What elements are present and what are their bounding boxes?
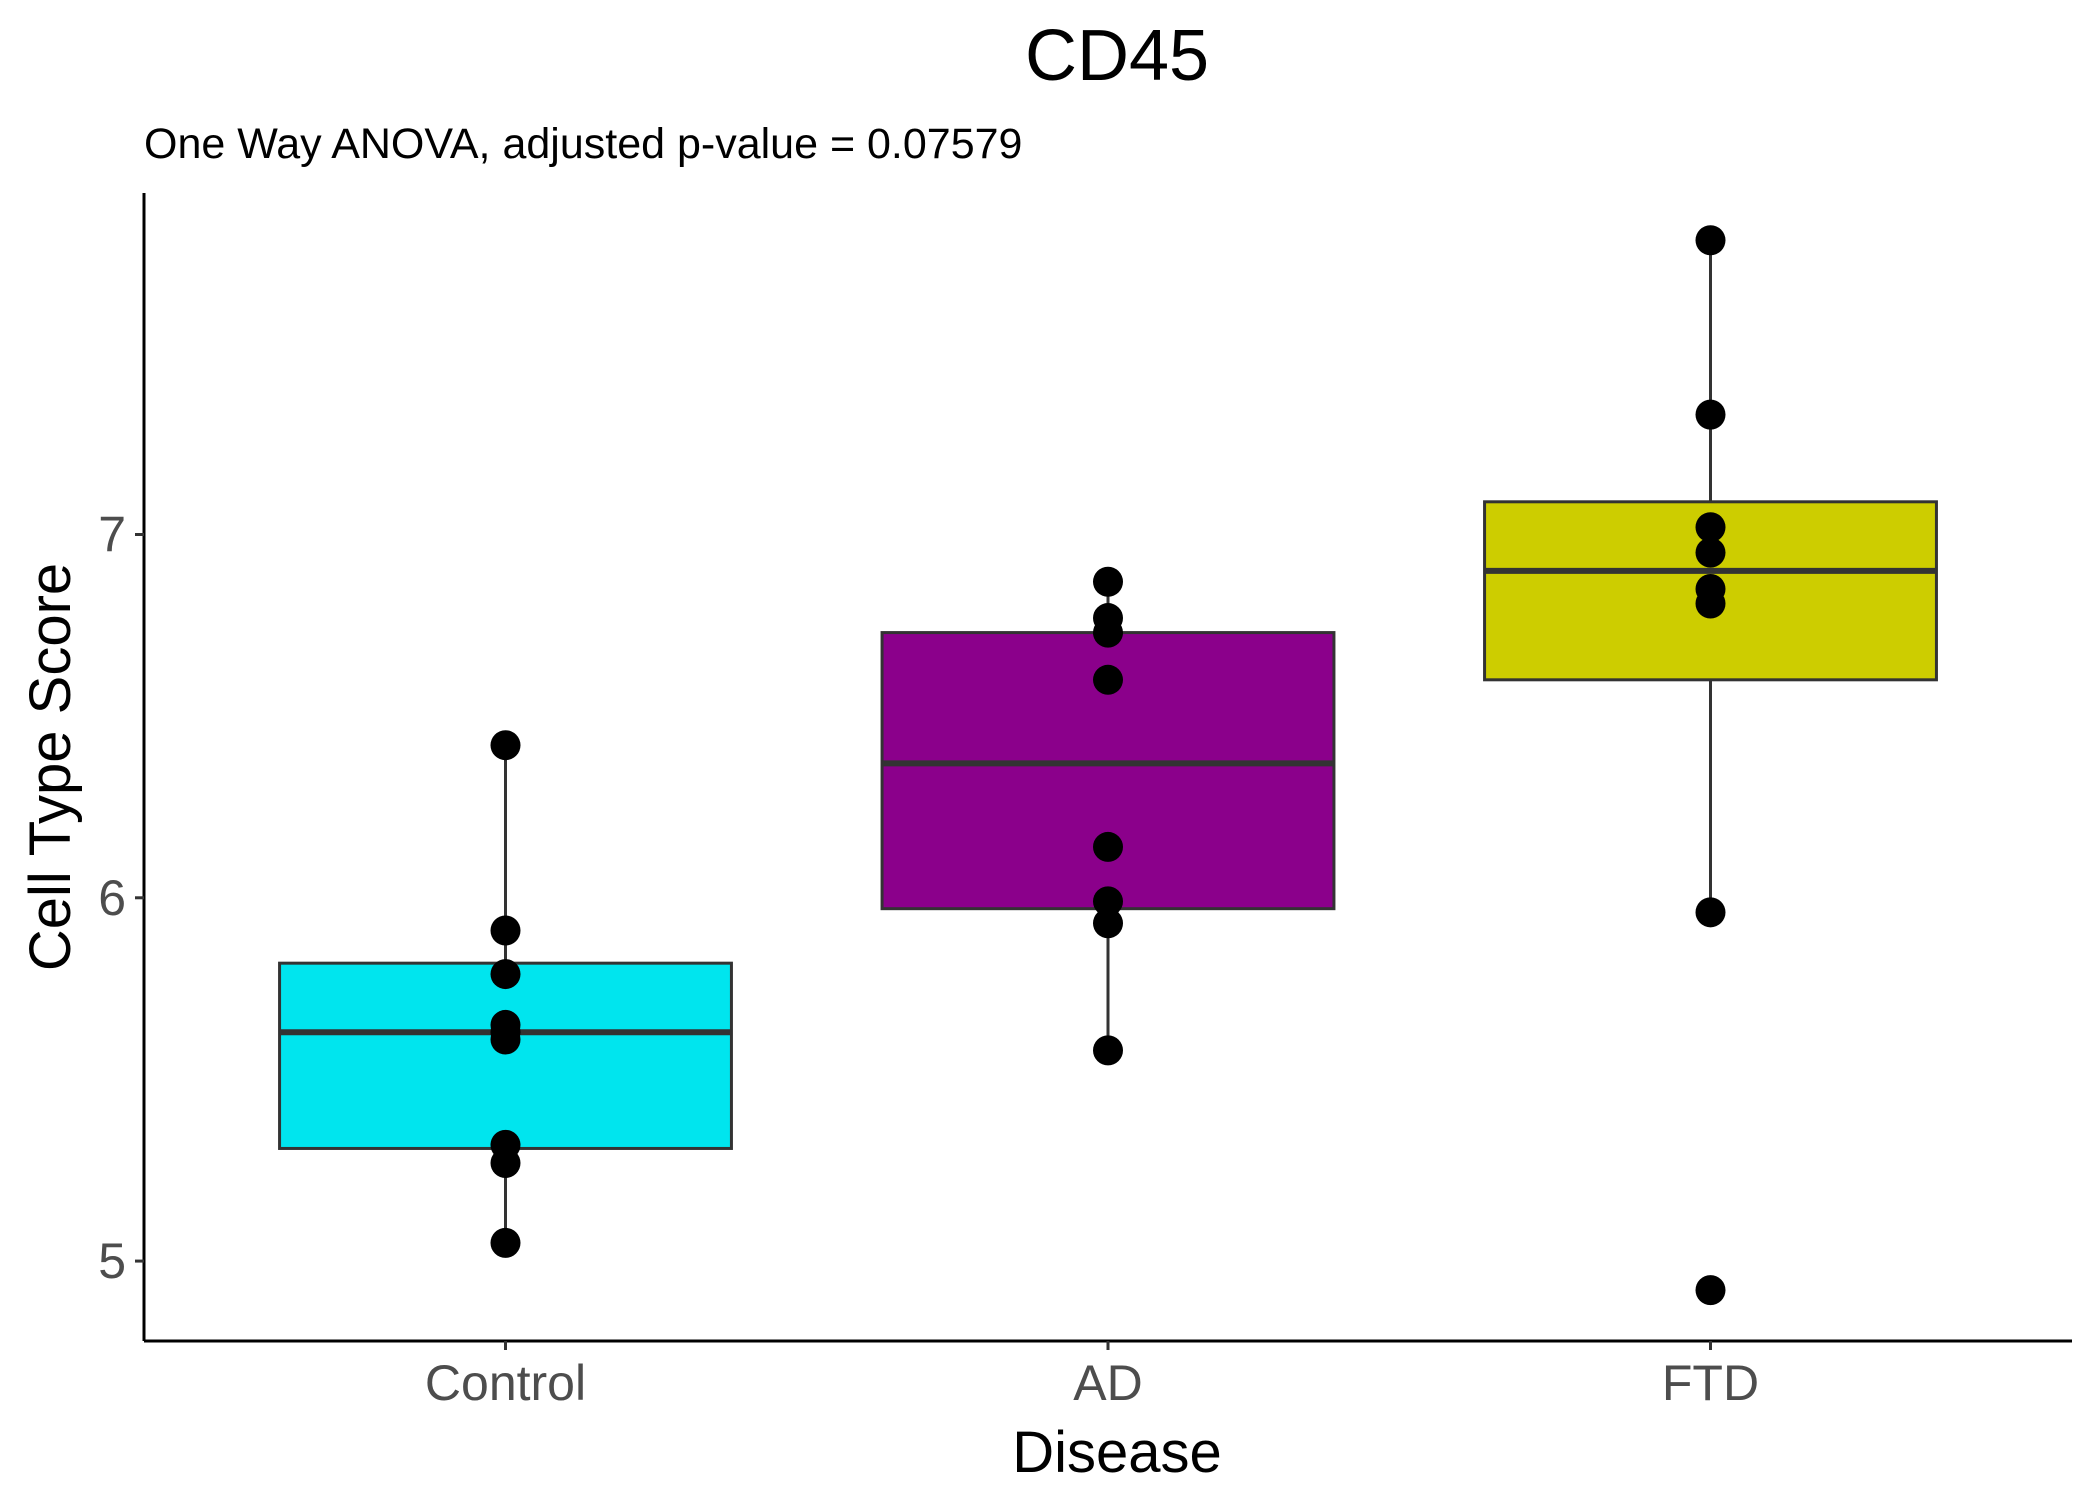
plot-area	[278, 225, 1938, 1306]
data-point	[1695, 897, 1726, 928]
x-tick-label-ftd: FTD	[1662, 1355, 1759, 1411]
x-axis-title: Disease	[1012, 1420, 1222, 1485]
data-point	[1093, 831, 1123, 862]
chart-title: CD45	[1025, 16, 1209, 96]
x-tick-label-ad: AD	[1073, 1355, 1142, 1411]
x-tick-label-control: Control	[425, 1355, 586, 1411]
box-group-ftd	[1483, 225, 1938, 1306]
data-point	[1695, 1275, 1726, 1306]
y-axis-ticks: 5 6 7	[98, 506, 144, 1289]
data-point	[490, 730, 521, 761]
y-tick-label: 5	[98, 1233, 126, 1289]
box-control	[278, 961, 733, 1150]
x-axis-ticks: Control AD FTD	[425, 1341, 1759, 1411]
box-group-ad	[880, 566, 1336, 1066]
data-point	[1093, 886, 1123, 917]
data-point	[490, 959, 521, 990]
data-point	[490, 1024, 521, 1055]
data-point	[1695, 537, 1726, 568]
data-point	[490, 1227, 521, 1258]
data-point	[1695, 512, 1726, 543]
data-point	[1695, 399, 1726, 430]
data-point	[1093, 566, 1123, 597]
y-axis-title: Cell Type Score	[18, 563, 83, 971]
chart-subtitle: One Way ANOVA, adjusted p-value = 0.0757…	[144, 120, 1022, 168]
y-tick-label: 7	[98, 506, 126, 562]
data-point	[1695, 225, 1726, 256]
data-point	[490, 1147, 521, 1178]
data-point	[1093, 617, 1123, 648]
data-point	[1093, 1035, 1123, 1066]
y-tick-label: 6	[98, 870, 126, 926]
box-group-control	[278, 730, 733, 1258]
data-point	[1093, 664, 1123, 695]
data-point	[1093, 908, 1123, 939]
data-point	[490, 915, 521, 946]
data-point	[1695, 588, 1726, 619]
